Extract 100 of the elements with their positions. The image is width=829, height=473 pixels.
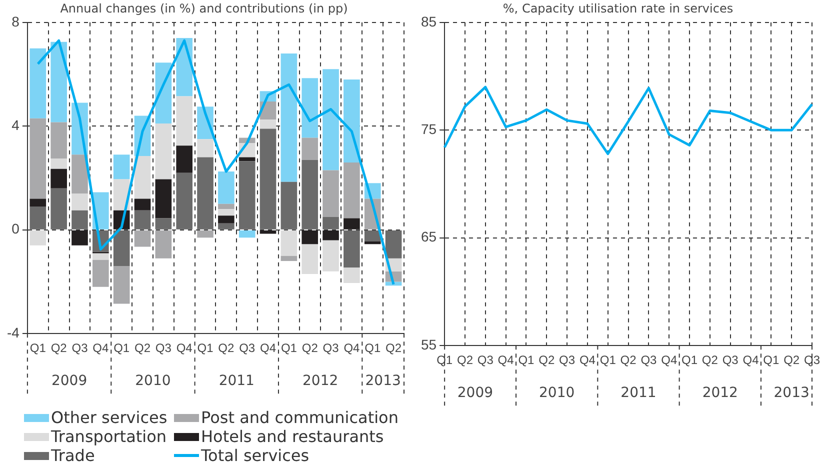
x-tick-label: Q2 [50,341,68,356]
bar [322,170,339,217]
x-tick-label: Q4 [579,353,596,368]
bar [30,118,46,199]
bar [344,79,360,162]
bar [238,157,256,162]
y-tick-label: 55 [420,336,437,352]
x-tick-label: Q3 [239,341,256,356]
x-tick-label: Q3 [322,341,340,356]
bar [92,260,109,287]
bar [50,168,67,188]
x-tick-label: Q1 [682,353,698,368]
bar [218,209,234,216]
legend-label: Post and communication [201,408,398,427]
y-tick-label: 4 [12,116,20,133]
x-tick-label: Q2 [386,341,402,356]
bar [260,120,276,129]
bar [176,96,193,146]
bar [155,124,172,180]
bar [50,158,67,169]
bar [322,69,339,170]
legend-label: Other services [51,408,168,427]
bar [218,216,234,224]
x-tick-label: Q4 [176,341,193,356]
x-tick-label: Q3 [155,341,172,356]
x-tick-label: Q2 [702,353,718,368]
chart-title: %, Capacity utilisation rate in services [502,1,734,16]
bar [50,42,67,122]
bar [344,218,360,230]
x-tick-label: Q2 [538,353,555,368]
bar [344,267,360,284]
bar [134,156,151,199]
x-tick-label: Q2 [784,353,800,368]
bar [72,194,88,210]
text: 2012 [302,373,338,390]
bar [30,48,46,118]
bar [30,230,46,246]
x-tick-label: Q4 [742,353,760,368]
legend-label: Transportation [51,427,167,446]
bar [322,230,339,240]
x-tick-label: Q1 [280,341,298,356]
text: 2011 [620,385,656,402]
text: 2013 [774,385,810,402]
bar [302,78,318,138]
x-tick-label: Q4 [498,353,514,368]
bar [113,266,130,304]
x-tick-label: Q2 [218,341,235,356]
text: 2012 [702,385,738,402]
bar [197,230,214,238]
x-tick-label: Q3 [640,353,658,368]
y-tick-label: 65 [420,228,437,245]
x-tick-label: Q1 [114,341,130,356]
x-tick-label: Q3 [804,353,820,368]
bar [72,154,88,194]
bar [30,198,46,207]
legend-label: Hotels and restaurants [201,427,384,446]
legend-label: Trade [51,446,95,465]
bar [344,230,360,268]
bar [176,146,193,173]
chart-title: Annual changes (in %) and contributions (in pp) [60,1,348,16]
x-tick-label: Q3 [72,341,88,356]
x-tick-label: Q4 [344,341,360,356]
y-tick-label: 75 [420,120,437,137]
bar [134,210,151,230]
bar [280,54,298,182]
bar [134,230,151,247]
bar [218,172,234,204]
bar [197,157,214,230]
x-tick-label: Q1 [30,341,46,356]
bar [176,172,193,230]
x-tick-label: Q1 [518,353,535,368]
bar [113,230,130,266]
text: 2009 [457,385,494,402]
bar [302,230,318,244]
bar [260,128,276,230]
bar [72,210,88,230]
bar [238,161,256,230]
text: 2009 [51,373,88,390]
x-tick-label: Q3 [477,353,494,368]
bar [155,179,172,218]
x-tick-label: Q2 [456,353,474,368]
x-tick-label: Q1 [763,353,780,368]
text: 2010 [135,373,171,390]
bar [218,204,234,210]
bar [155,230,172,258]
x-tick-label: Q3 [722,353,739,368]
bar [344,162,360,218]
text: 2013 [365,373,401,390]
y-tick-label: 85 [420,13,437,30]
bar [302,138,318,160]
x-tick-label: Q1 [197,341,214,356]
bar [364,242,381,244]
bar [134,198,151,210]
y-tick-label: 8 [12,13,20,30]
bar [30,206,46,230]
x-tick-label: Q1 [364,341,381,356]
bar [72,230,88,246]
bar [218,223,234,230]
bar [280,182,298,230]
bar [92,253,109,260]
